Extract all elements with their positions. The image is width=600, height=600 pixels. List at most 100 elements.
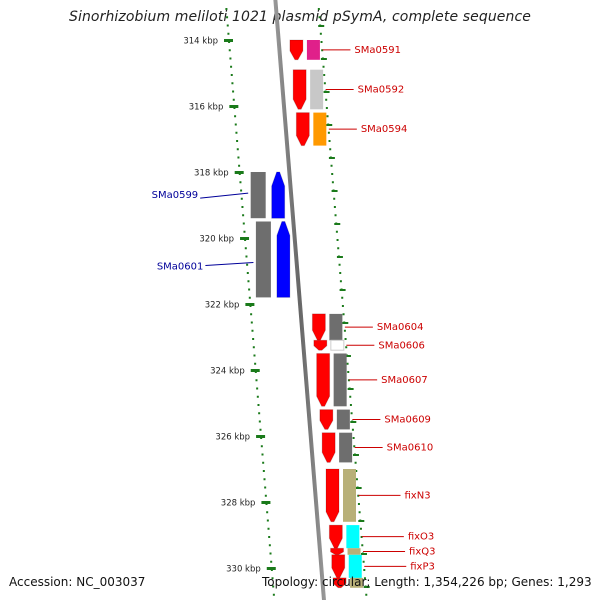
track-dot xyxy=(358,511,361,514)
track-dot xyxy=(251,329,254,332)
track-dot xyxy=(339,280,342,283)
track-dot xyxy=(357,503,360,505)
track-dot xyxy=(272,593,275,596)
track-dot xyxy=(252,346,255,349)
track-dot xyxy=(326,115,329,118)
gene-label-fixp3[interactable]: fixP3 xyxy=(410,561,435,572)
track-dot xyxy=(333,206,336,208)
track-dot xyxy=(228,49,231,52)
gene-label-fixn3[interactable]: fixN3 xyxy=(405,490,431,501)
kbp-label: 320 kbp xyxy=(199,235,234,245)
minor-tick xyxy=(347,388,354,390)
minor-tick xyxy=(342,322,349,324)
track-dot xyxy=(264,494,267,497)
gene-label-sma0607[interactable]: SMa0607 xyxy=(381,375,428,386)
forward-gene-arrow[interactable] xyxy=(289,39,304,61)
track-dot xyxy=(359,527,362,530)
track-dot xyxy=(268,536,271,538)
gene-label-fixq3[interactable]: fixQ3 xyxy=(409,547,435,558)
track-dot xyxy=(331,181,334,184)
track-dot xyxy=(262,470,265,472)
track-dot xyxy=(226,24,229,27)
track-dot xyxy=(362,560,365,563)
kbp-label: 318 kbp xyxy=(194,169,229,179)
gene-label-sma0599[interactable]: SMa0599 xyxy=(152,190,199,201)
gene-label-sma0601[interactable]: SMa0601 xyxy=(157,261,204,272)
track-dot xyxy=(331,173,334,175)
cog-category-box xyxy=(339,432,353,463)
track-dot xyxy=(232,98,235,101)
forward-gene-arrow[interactable] xyxy=(330,547,345,556)
track-dot xyxy=(346,362,349,365)
forward-gene-arrow[interactable] xyxy=(311,313,326,341)
minor-tick xyxy=(352,454,359,456)
minor-tick xyxy=(360,553,367,555)
kbp-label: 314 kbp xyxy=(183,37,218,47)
forward-gene-arrow[interactable] xyxy=(316,353,331,407)
track-dot xyxy=(360,536,363,538)
track-dot xyxy=(342,313,345,316)
track-dot xyxy=(350,412,353,415)
gene-label-sma0610[interactable]: SMa0610 xyxy=(387,443,434,454)
minor-tick xyxy=(363,586,370,588)
kbp-label: 328 kbp xyxy=(221,499,256,509)
minor-tick xyxy=(350,421,357,423)
gene-label-sma0604[interactable]: SMa0604 xyxy=(377,322,424,333)
gene-label-sma0594[interactable]: SMa0594 xyxy=(361,124,408,135)
minor-tick xyxy=(323,91,330,93)
track-dot xyxy=(256,387,259,390)
track-dot xyxy=(243,230,246,233)
forward-gene-arrow[interactable] xyxy=(313,339,328,351)
track-dot xyxy=(253,354,256,357)
reverse-gene-arrow[interactable] xyxy=(276,221,291,298)
track-dot xyxy=(240,189,243,192)
track-dot xyxy=(320,41,323,43)
forward-gene-arrow[interactable] xyxy=(319,409,334,430)
forward-gene-arrow[interactable] xyxy=(321,432,336,463)
map-title: Sinorhizobium meliloti 1021 plasmid pSym… xyxy=(68,9,532,25)
track-dot xyxy=(363,577,366,580)
minor-tick xyxy=(326,124,333,126)
track-dot xyxy=(349,404,352,406)
forward-gene-arrow[interactable] xyxy=(295,112,310,147)
gene-label-sma0591[interactable]: SMa0591 xyxy=(354,45,401,56)
major-tick xyxy=(229,105,239,108)
minor-tick xyxy=(358,520,365,522)
track-dot xyxy=(330,164,333,167)
track-dot xyxy=(361,544,364,547)
forward-gene-arrow[interactable] xyxy=(325,468,340,523)
track-dot xyxy=(333,197,336,200)
track-dot xyxy=(323,82,326,85)
major-tick xyxy=(250,369,260,372)
gene-label-sma0592[interactable]: SMa0592 xyxy=(358,85,405,96)
track-dot xyxy=(230,74,233,76)
minor-tick xyxy=(344,355,351,357)
topology-label: Topology: circular; Length: 1,354,226 bp… xyxy=(262,575,592,589)
track-dot xyxy=(317,8,320,10)
forward-gene-arrow[interactable] xyxy=(328,524,343,549)
track-dot xyxy=(338,263,341,266)
cog-category-box xyxy=(310,69,324,110)
cog-category-box xyxy=(330,339,345,351)
major-tick xyxy=(234,171,244,174)
track-dot xyxy=(325,98,328,101)
track-dot xyxy=(236,148,239,151)
track-dot xyxy=(268,544,271,547)
track-dot xyxy=(325,107,328,109)
cog-category-box xyxy=(255,221,271,298)
track-dot xyxy=(242,222,245,225)
track-dot xyxy=(355,470,358,472)
track-dot xyxy=(341,305,344,307)
track-dot xyxy=(250,321,253,324)
reverse-gene-arrow[interactable] xyxy=(271,171,286,219)
forward-gene-arrow[interactable] xyxy=(332,577,347,589)
cog-category-box xyxy=(306,40,320,60)
gene-label-fixo3[interactable]: fixO3 xyxy=(408,532,434,543)
track-dot xyxy=(264,486,267,489)
track-dot xyxy=(246,272,249,274)
gene-label-sma0606[interactable]: SMa0606 xyxy=(378,340,425,351)
gene-label-sma0609[interactable]: SMa0609 xyxy=(384,415,431,426)
track-dot xyxy=(254,362,257,365)
forward-gene-arrow[interactable] xyxy=(292,69,307,110)
track-dot xyxy=(227,32,230,35)
